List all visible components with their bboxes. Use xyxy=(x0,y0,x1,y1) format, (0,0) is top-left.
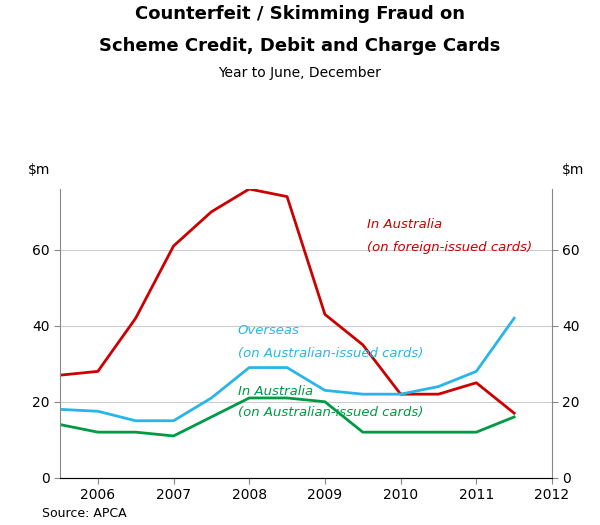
Text: Counterfeit / Skimming Fraud on: Counterfeit / Skimming Fraud on xyxy=(135,5,465,23)
Text: (on Australian-issued cards): (on Australian-issued cards) xyxy=(238,406,423,419)
Text: $m: $m xyxy=(28,163,50,177)
Text: $m: $m xyxy=(562,163,584,177)
Text: Overseas: Overseas xyxy=(238,324,300,337)
Text: In Australia: In Australia xyxy=(367,218,442,231)
Text: (on foreign-issued cards): (on foreign-issued cards) xyxy=(367,240,532,254)
Text: Year to June, December: Year to June, December xyxy=(218,66,382,80)
Text: (on Australian-issued cards): (on Australian-issued cards) xyxy=(238,347,423,360)
Text: In Australia: In Australia xyxy=(238,385,313,398)
Text: Scheme Credit, Debit and Charge Cards: Scheme Credit, Debit and Charge Cards xyxy=(100,37,500,55)
Text: Source: APCA: Source: APCA xyxy=(42,507,127,520)
